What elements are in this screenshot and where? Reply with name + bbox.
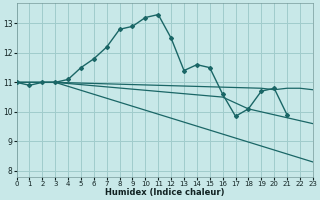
X-axis label: Humidex (Indice chaleur): Humidex (Indice chaleur)	[105, 188, 224, 197]
